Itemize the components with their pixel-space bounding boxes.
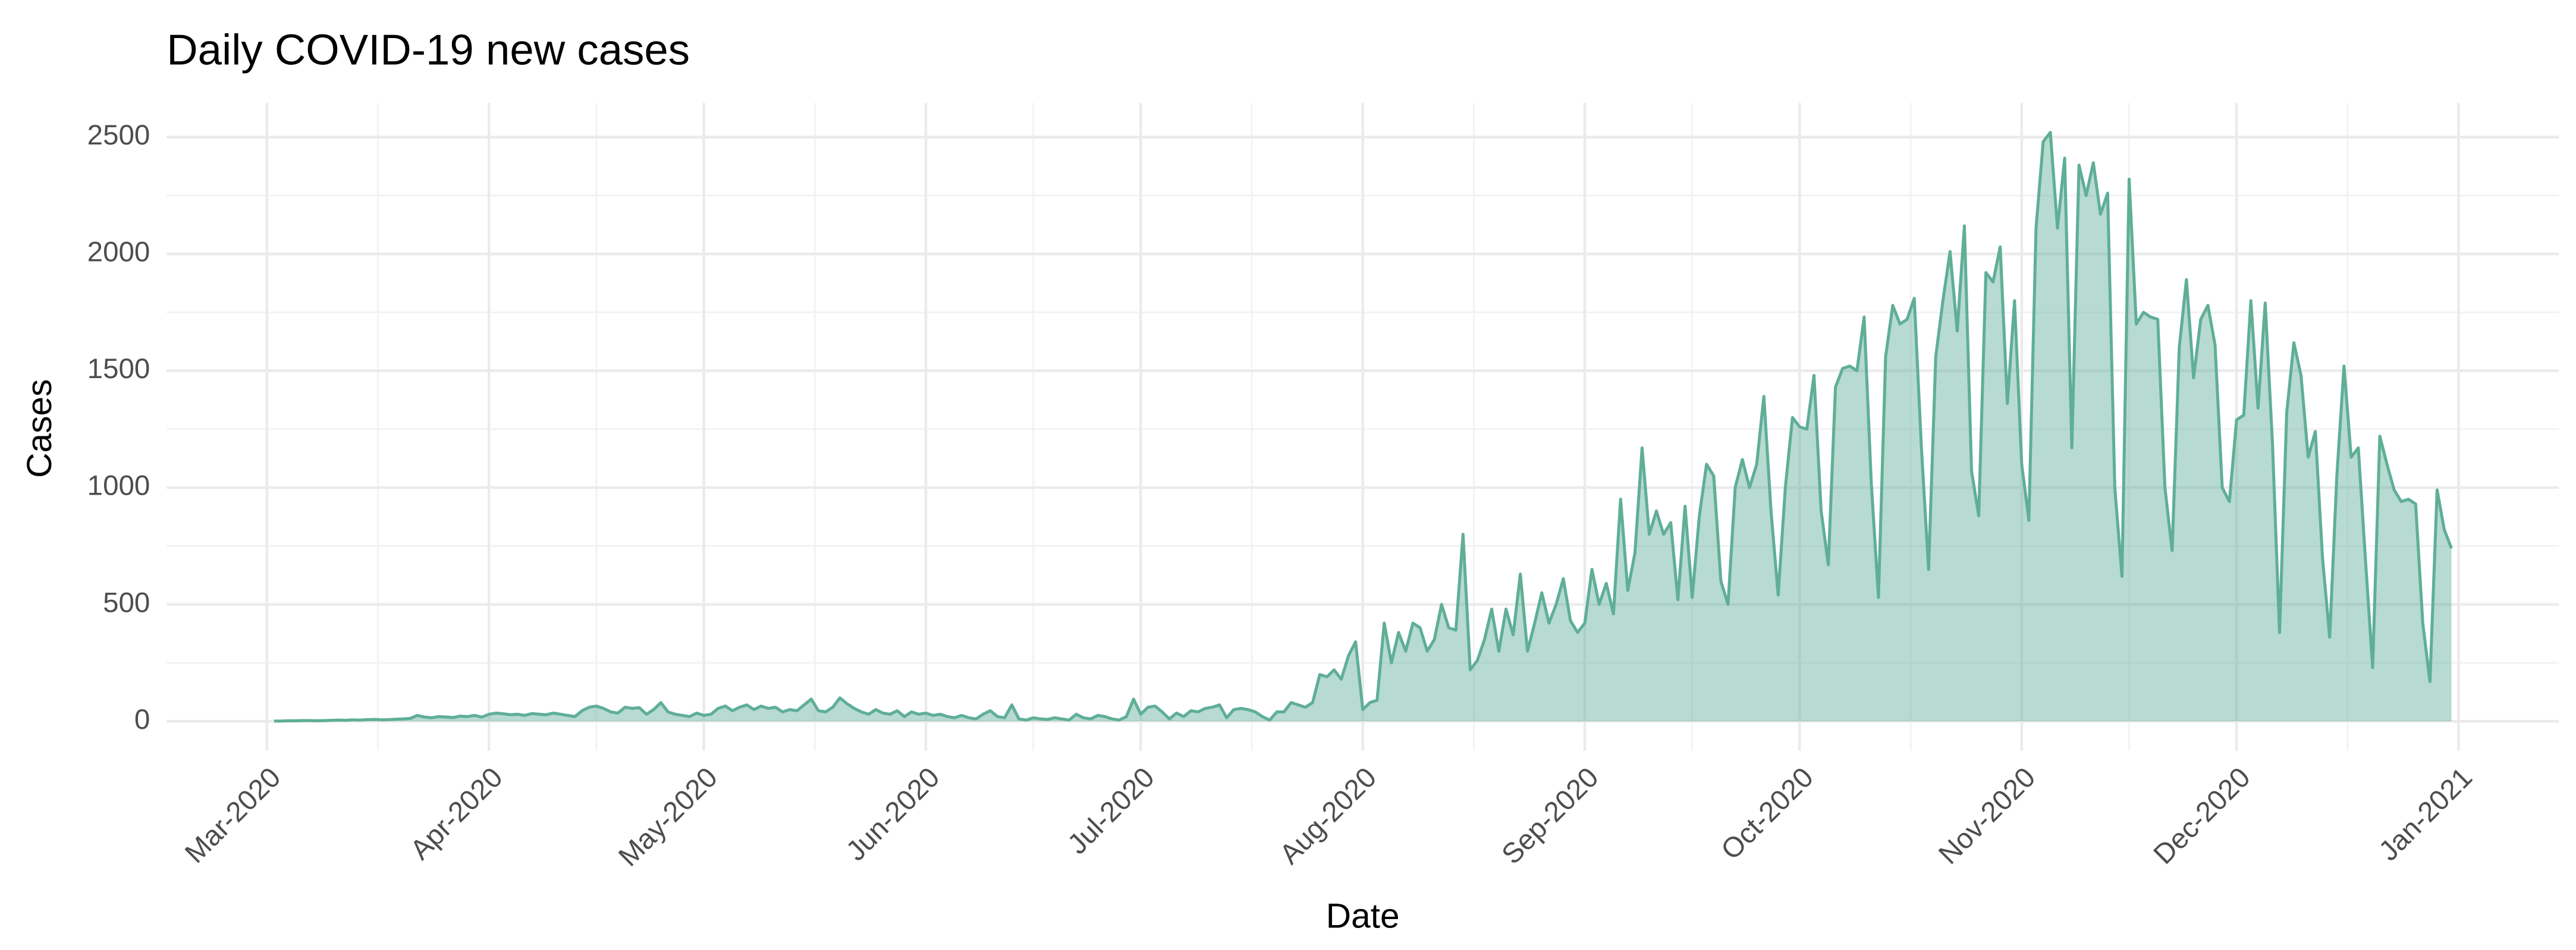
y-tick-label: 1500: [87, 353, 150, 385]
y-tick-label: 1000: [87, 470, 150, 502]
y-tick-label: 500: [103, 587, 150, 618]
y-tick-label: 0: [134, 704, 150, 735]
area-fill: [274, 132, 2452, 722]
marks: [274, 131, 2453, 723]
y-tick-label: 2000: [87, 237, 150, 268]
y-tick-label: 2500: [87, 119, 150, 151]
y-axis-title: Cases: [20, 379, 59, 478]
x-axis-title: Date: [1326, 896, 1400, 935]
area-line: [274, 131, 2453, 723]
chart-title: Daily COVID-19 new cases: [167, 26, 690, 74]
